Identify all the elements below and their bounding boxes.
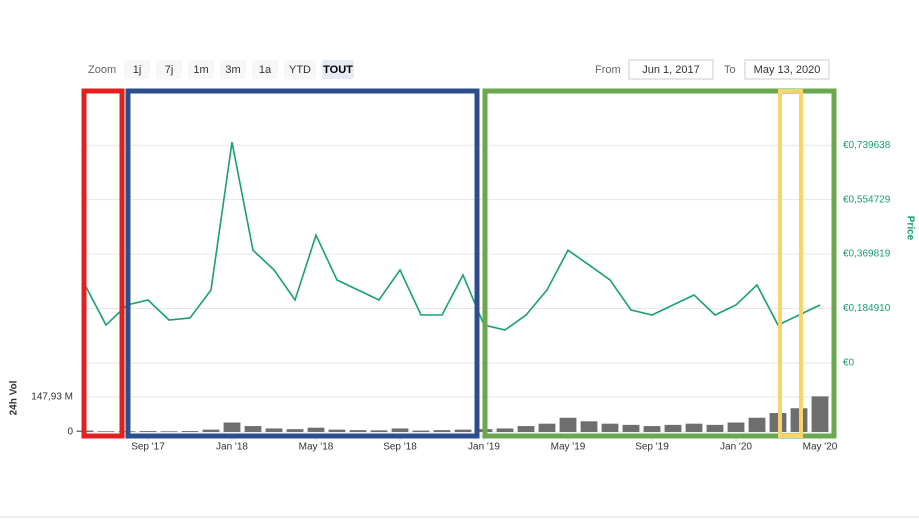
volume-bar xyxy=(643,426,661,432)
y2-axis-title: 24h Vol xyxy=(9,380,20,415)
price-line xyxy=(84,142,821,331)
volume-bar xyxy=(811,396,829,432)
volume-bar xyxy=(139,431,157,432)
zoom-button[interactable] xyxy=(156,60,182,79)
zoom-button[interactable] xyxy=(322,60,354,79)
y-axis-title: Price xyxy=(904,216,915,241)
x-tick-label: Sep '17 xyxy=(131,442,165,453)
volume-bar xyxy=(580,421,598,432)
blue-box xyxy=(125,88,480,439)
y-tick-label: €0,184910 xyxy=(843,303,891,314)
volume-bar xyxy=(412,430,430,432)
x-tick-label: Jan '19 xyxy=(468,442,500,453)
volume-bar xyxy=(160,431,178,432)
volume-bar xyxy=(454,429,472,432)
volume-bar xyxy=(496,428,514,432)
volume-bar xyxy=(349,430,367,432)
volume-bar xyxy=(286,429,304,432)
volume-bar xyxy=(181,431,199,432)
from-input[interactable] xyxy=(628,59,714,80)
y-tick-label: €0,554729 xyxy=(843,194,891,205)
volume-bar xyxy=(748,417,766,432)
zoom-button-label[interactable]: 7j xyxy=(165,64,174,76)
zoom-button-label[interactable]: 1m xyxy=(193,64,208,76)
x-tick-label: Sep '18 xyxy=(383,442,417,453)
volume-bar xyxy=(244,426,262,432)
to-input[interactable] xyxy=(744,59,830,80)
x-tick-label: May '19 xyxy=(551,442,586,453)
yellow-box xyxy=(778,89,803,438)
to-value[interactable]: May 13, 2020 xyxy=(754,64,821,76)
x-tick-label: Jan '20 xyxy=(720,442,752,453)
volume-bar xyxy=(391,428,409,432)
from-label: From xyxy=(595,64,621,76)
zoom-button[interactable] xyxy=(284,60,316,79)
to-label: To xyxy=(724,64,736,76)
annotations xyxy=(81,88,837,439)
volume-bar xyxy=(664,424,682,432)
volume-bar xyxy=(265,428,283,432)
y-tick-label: €0 xyxy=(843,358,855,369)
x-tick-label: Sep '19 xyxy=(635,442,669,453)
volume-bar xyxy=(370,430,388,432)
volume-bar xyxy=(97,431,115,432)
volume-bar xyxy=(601,423,619,432)
zoom-button[interactable] xyxy=(124,60,150,79)
zoom-button-label[interactable]: 1a xyxy=(259,64,272,76)
green-box xyxy=(482,88,837,439)
volume-bar xyxy=(622,424,640,432)
plot: 1j 7j 1m 3m 1a YTD TOUT €0 €0,184910 €0,369819 €0,… xyxy=(31,60,891,453)
volume-bar xyxy=(685,423,703,432)
volume-bar xyxy=(559,417,577,432)
y2-tick-label: 147,93 M xyxy=(31,392,73,403)
y-tick-label: €0,739638 xyxy=(843,140,891,151)
volume-bar xyxy=(727,422,745,432)
volume-bar xyxy=(706,424,724,432)
zoom-button-label[interactable]: YTD xyxy=(289,64,311,76)
x-tick-label: May '18 xyxy=(299,442,334,453)
x-tick-label: Jan '18 xyxy=(216,442,248,453)
y2-tick-label: 0 xyxy=(67,427,73,438)
volume-bar xyxy=(517,426,535,432)
y-tick-label: €0,369819 xyxy=(843,249,891,260)
volume-bar xyxy=(433,430,451,432)
volume-bar xyxy=(307,427,325,432)
zoom-button[interactable] xyxy=(188,60,214,79)
zoom-button[interactable] xyxy=(252,60,278,79)
x-tick-label: May '20 xyxy=(803,442,838,453)
zoom-button-label[interactable]: 1j xyxy=(133,64,142,76)
volume-bar xyxy=(223,422,241,432)
volume-bar xyxy=(328,429,346,432)
red-box xyxy=(81,88,125,439)
volume-bar xyxy=(538,423,556,432)
from-value[interactable]: Jun 1, 2017 xyxy=(642,64,700,76)
zoom-label: Zoom xyxy=(88,64,116,76)
volume-bar xyxy=(202,429,220,432)
zoom-button[interactable] xyxy=(220,60,246,79)
zoom-button-label[interactable]: 3m xyxy=(225,64,240,76)
zoom-button-label[interactable]: TOUT xyxy=(323,64,353,76)
